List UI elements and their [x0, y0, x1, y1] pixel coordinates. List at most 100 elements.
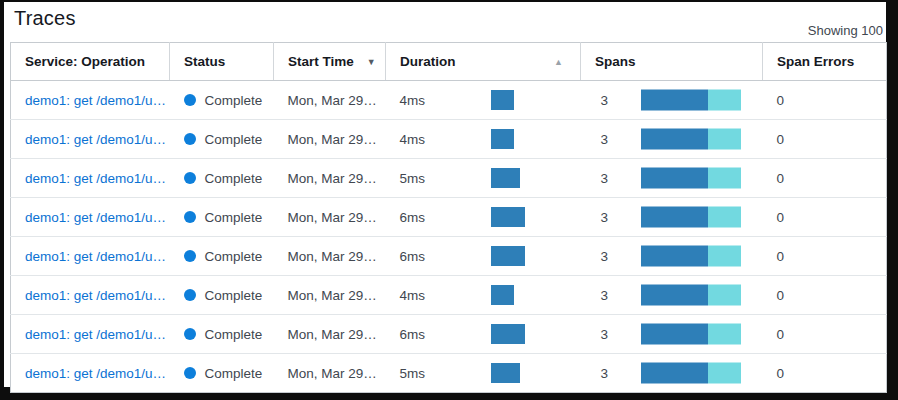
duration-value: 5ms: [400, 366, 426, 381]
spans-cell: 3: [581, 276, 763, 315]
start-time-value: Mon, Mar 29…: [288, 249, 377, 264]
column-header-status[interactable]: Status: [170, 43, 274, 81]
spans-count: 3: [601, 366, 609, 381]
spans-bar: [641, 129, 741, 150]
span-errors-cell: 0: [763, 237, 887, 276]
start-time-cell: Mon, Mar 29…: [274, 120, 386, 159]
column-header-span-errors[interactable]: Span Errors: [763, 43, 887, 81]
span-errors-cell: 0: [763, 159, 887, 198]
service-operation-cell: demo1: get /demo1/u…: [11, 237, 170, 276]
start-time-cell: Mon, Mar 29…: [274, 276, 386, 315]
spans-bar: [641, 324, 741, 345]
column-header-duration[interactable]: Duration ▲: [386, 43, 581, 81]
status-label: Complete: [205, 171, 263, 186]
trace-link[interactable]: demo1: get /demo1/u…: [25, 171, 166, 186]
column-label: Duration: [400, 54, 456, 69]
spans-bar-primary: [641, 168, 708, 189]
column-label: Span Errors: [777, 54, 854, 69]
spans-cell: 3: [581, 198, 763, 237]
trace-link[interactable]: demo1: get /demo1/u…: [25, 93, 166, 108]
spans-bar-primary: [641, 129, 708, 150]
spans-count: 3: [601, 288, 609, 303]
start-time-value: Mon, Mar 29…: [288, 210, 377, 225]
status-complete-dot-icon: [184, 94, 196, 106]
status-cell: Complete: [170, 237, 274, 276]
trace-row: demo1: get /demo1/u… Complete Mon, Mar 2…: [11, 237, 887, 276]
span-errors-value: 0: [777, 132, 785, 147]
trace-link[interactable]: demo1: get /demo1/u…: [25, 366, 166, 381]
column-header-service-operation[interactable]: Service: Operation: [11, 43, 170, 81]
duration-value: 6ms: [400, 210, 426, 225]
service-operation-cell: demo1: get /demo1/u…: [11, 198, 170, 237]
status-cell: Complete: [170, 315, 274, 354]
spans-bar-primary: [641, 285, 708, 306]
duration-cell: 4ms: [386, 81, 581, 120]
duration-cell: 5ms: [386, 354, 581, 393]
duration-cell: 6ms: [386, 315, 581, 354]
service-operation-cell: demo1: get /demo1/u…: [11, 81, 170, 120]
duration-value: 4ms: [400, 288, 426, 303]
span-errors-value: 0: [777, 249, 785, 264]
status-cell: Complete: [170, 198, 274, 237]
trace-link[interactable]: demo1: get /demo1/u…: [25, 249, 166, 264]
duration-cell: 5ms: [386, 159, 581, 198]
duration-bar: [491, 129, 514, 149]
trace-link[interactable]: demo1: get /demo1/u…: [25, 210, 166, 225]
traces-table-body: demo1: get /demo1/u… Complete Mon, Mar 2…: [11, 81, 887, 393]
status-cell: Complete: [170, 159, 274, 198]
service-operation-cell: demo1: get /demo1/u…: [11, 120, 170, 159]
sort-desc-icon: ▼: [367, 57, 376, 67]
status-label: Complete: [205, 132, 263, 147]
spans-bar: [641, 168, 741, 189]
column-label: Spans: [595, 54, 636, 69]
service-operation-cell: demo1: get /demo1/u…: [11, 276, 170, 315]
spans-bar: [641, 246, 741, 267]
service-operation-cell: demo1: get /demo1/u…: [11, 159, 170, 198]
spans-bar-secondary: [708, 207, 741, 228]
sort-asc-icon: ▲: [554, 57, 563, 67]
spans-bar: [641, 285, 741, 306]
spans-bar-secondary: [708, 129, 741, 150]
trace-link[interactable]: demo1: get /demo1/u…: [25, 327, 166, 342]
span-errors-cell: 0: [763, 81, 887, 120]
column-header-start-time[interactable]: Start Time ▼: [274, 43, 386, 81]
status-cell: Complete: [170, 120, 274, 159]
spans-bar-secondary: [708, 285, 741, 306]
start-time-cell: Mon, Mar 29…: [274, 198, 386, 237]
trace-link[interactable]: demo1: get /demo1/u…: [25, 132, 166, 147]
status-label: Complete: [205, 327, 263, 342]
duration-bar: [491, 168, 520, 188]
duration-value: 6ms: [400, 327, 426, 342]
column-header-spans[interactable]: Spans: [581, 43, 763, 81]
duration-cell: 6ms: [386, 237, 581, 276]
spans-bar: [641, 363, 741, 384]
trace-row: demo1: get /demo1/u… Complete Mon, Mar 2…: [11, 81, 887, 120]
showing-count: Showing 100: [808, 23, 883, 38]
status-label: Complete: [205, 288, 263, 303]
status-complete-dot-icon: [184, 367, 196, 379]
traces-table-header: Service: Operation Status Start Time ▼ Du…: [11, 43, 887, 81]
status-complete-dot-icon: [184, 133, 196, 145]
traces-panel: Traces Showing 100 Service: Operation St…: [4, 2, 886, 387]
trace-link[interactable]: demo1: get /demo1/u…: [25, 288, 166, 303]
spans-count: 3: [601, 327, 609, 342]
duration-bar: [491, 285, 514, 305]
duration-value: 5ms: [400, 171, 426, 186]
start-time-value: Mon, Mar 29…: [288, 132, 377, 147]
start-time-cell: Mon, Mar 29…: [274, 81, 386, 120]
duration-cell: 6ms: [386, 198, 581, 237]
spans-bar-secondary: [708, 324, 741, 345]
status-label: Complete: [205, 366, 263, 381]
spans-cell: 3: [581, 237, 763, 276]
status-label: Complete: [205, 249, 263, 264]
span-errors-value: 0: [777, 210, 785, 225]
column-label: Start Time: [288, 54, 354, 69]
span-errors-value: 0: [777, 171, 785, 186]
spans-cell: 3: [581, 159, 763, 198]
spans-bar-primary: [641, 324, 708, 345]
start-time-value: Mon, Mar 29…: [288, 366, 377, 381]
start-time-cell: Mon, Mar 29…: [274, 237, 386, 276]
status-complete-dot-icon: [184, 172, 196, 184]
status-complete-dot-icon: [184, 289, 196, 301]
span-errors-value: 0: [777, 327, 785, 342]
